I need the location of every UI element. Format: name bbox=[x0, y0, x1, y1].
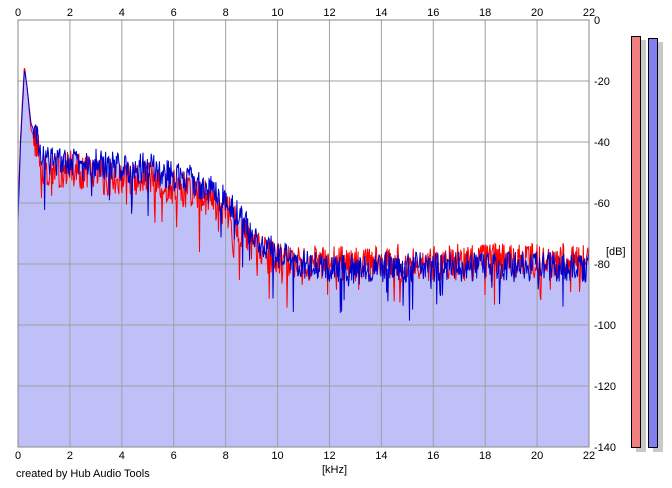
y-axis-label: [dB] bbox=[606, 246, 626, 258]
x-axis-top-ticks: 0 2 4 6 8 10 12 14 16 18 20 22 bbox=[15, 7, 595, 19]
x-axis-bottom-ticks: 0 2 4 6 8 10 12 14 16 18 20 22 bbox=[15, 450, 595, 462]
plot-frame bbox=[17, 19, 590, 448]
series-lines bbox=[17, 67, 590, 321]
x-tick-label-bottom: 8 bbox=[223, 450, 229, 462]
x-tick-label-bottom: 18 bbox=[479, 450, 491, 462]
left-channel-meter bbox=[631, 36, 641, 448]
x-tick-label-top: 10 bbox=[271, 7, 283, 19]
y-axis-right-ticks: 0 -20 -40 -60 -80 -100 -120 -140 bbox=[594, 15, 616, 454]
x-tick-label-top: 20 bbox=[531, 7, 543, 19]
series-line-1 bbox=[17, 70, 590, 321]
x-tick-label-top: 14 bbox=[375, 7, 387, 19]
y-tick-label: -120 bbox=[594, 381, 616, 393]
x-tick-label-bottom: 4 bbox=[119, 450, 125, 462]
y-tick-label: -40 bbox=[594, 137, 610, 149]
x-tick-label-top: 6 bbox=[171, 7, 177, 19]
x-axis-label: [kHz] bbox=[322, 464, 347, 476]
x-tick-label-top: 12 bbox=[323, 7, 335, 19]
right-channel-meter bbox=[648, 38, 658, 448]
x-tick-label-top: 2 bbox=[67, 7, 73, 19]
x-tick-label-bottom: 22 bbox=[583, 450, 595, 462]
left-meter-shadow bbox=[636, 40, 646, 452]
x-tick-label-bottom: 20 bbox=[531, 450, 543, 462]
x-tick-label-top: 4 bbox=[119, 7, 125, 19]
x-tick-label-bottom: 16 bbox=[427, 450, 439, 462]
x-tick-label-bottom: 14 bbox=[375, 450, 387, 462]
x-tick-label-bottom: 6 bbox=[171, 450, 177, 462]
x-tick-label-bottom: 0 bbox=[15, 450, 21, 462]
x-tick-label-bottom: 2 bbox=[67, 450, 73, 462]
x-tick-label-top: 8 bbox=[223, 7, 229, 19]
y-tick-label: -100 bbox=[594, 320, 616, 332]
y-tick-label: -60 bbox=[594, 198, 610, 210]
x-tick-label-top: 18 bbox=[479, 7, 491, 19]
x-tick-label-top: 16 bbox=[427, 7, 439, 19]
y-tick-label: 0 bbox=[594, 15, 600, 27]
y-tick-label: -80 bbox=[594, 259, 610, 271]
x-tick-label-bottom: 10 bbox=[271, 450, 283, 462]
x-tick-label-bottom: 12 bbox=[323, 450, 335, 462]
x-tick-label-top: 0 bbox=[15, 7, 21, 19]
credit-text: created by Hub Audio Tools bbox=[16, 468, 150, 480]
right-meter-shadow bbox=[653, 42, 663, 452]
x-tick-label-top: 22 bbox=[583, 7, 595, 19]
y-tick-label: -20 bbox=[594, 76, 610, 88]
y-tick-label: -140 bbox=[594, 442, 616, 454]
